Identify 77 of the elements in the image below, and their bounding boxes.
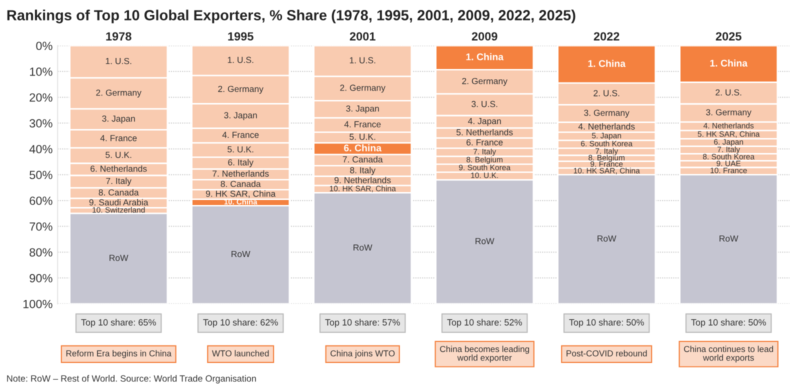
annotation: 9. HK SAR, China [206,190,276,198]
annotation: 4. France [100,135,137,142]
x-tick-label: 2001 [350,32,376,41]
annotation: 1. China [710,59,748,67]
annotation: 2. Germany [462,78,508,86]
text: Top 10 share: 62% [203,318,278,328]
annotation: 3. Germany [706,109,752,118]
text: Reform Era begins in China [66,350,172,358]
y-tick-label: 30% [30,119,52,128]
annotation: 5. Netherlands [456,128,513,136]
annotation: 8. Canada [98,189,139,196]
annotation: 5. U.K. [228,146,254,152]
annotation: 1. China [588,60,626,67]
annotation: 5. U.K. [350,134,376,140]
y-tick-label: 80% [30,248,52,257]
y-tick-label: 70% [30,222,52,231]
y-tick-label: 50% [30,170,52,180]
annotation: 1. China [466,53,504,60]
x-tick-label: 1995 [228,32,254,41]
text: Post-COVID rebound [566,350,647,356]
text: Top 10 share: 65% [81,318,156,328]
text: Top 10 share: 52% [447,318,522,328]
annotation: 8. Canada [220,180,261,188]
annotation: 2. Germany [218,86,264,94]
x-tick-label: 2025 [716,32,742,41]
y-tick-label: 20% [30,93,52,102]
annotation: 6. China [344,144,382,152]
annotation: RoW [232,250,250,258]
annotation: 2. U.S. [716,89,742,96]
annotation: 3. Germany [584,110,630,118]
annotation: RoW [720,236,738,242]
x-tick-label: 2022 [594,32,620,41]
annotation: 3. Japan [346,105,379,114]
annotation: 4. Netherlands [578,123,635,130]
y-tick-label: 0% [36,42,52,50]
annotation: 4. France [222,132,259,138]
annotation: 8. Italy [350,166,376,176]
annotation: 3. Japan [102,116,135,124]
y-tick-label: 90% [30,274,52,282]
text: Top 10 share: 50% [691,318,766,328]
text: Note: RoW – Rest of World. Source: World Trade Organisation [7,375,256,384]
annotation: 6. Netherlands [90,165,147,172]
annotation: RoW [598,236,616,242]
text: Top 10 share: 57% [325,318,400,328]
annotation: 3. U.S. [472,100,498,108]
annotation: 1. U.S. [106,58,132,64]
annotation: 4. Japan [468,118,501,126]
text: WTO launched [212,350,269,356]
annotation: 6. France [466,139,503,146]
chart-title: Rankings of Top 10 Global Exporters, % Share (1978, 1995, 2001, 2009, 2022, 2025) [7,10,576,24]
text: China becomes leading world exporter [440,346,530,362]
y-tick-label: 100% [23,300,52,308]
y-tick-label: 60% [30,196,52,205]
annotation: 1. U.S. [228,56,254,63]
x-tick-label: 2009 [472,32,498,41]
annotation: 1. U.S. [350,57,376,64]
x-tick-label: 1978 [106,32,132,41]
annotation: RoW [354,244,372,251]
annotation: 7. Canada [342,156,383,162]
annotation: 2. U.S. [594,90,620,96]
annotation: 7. Italy [106,178,132,186]
annotation: 5. U.K. [106,152,132,158]
annotation: 3. Japan [224,112,257,120]
text: China joins WTO [330,350,395,358]
text: Top 10 share: 50% [569,318,644,328]
y-tick-label: 10% [30,68,52,76]
annotation: 2. Germany [340,84,386,93]
text: China continues to lead world exports [684,346,774,362]
annotation: 7. Netherlands [212,170,269,177]
annotation: 9. Saudi Arabia [89,199,148,206]
annotation: 9. Netherlands [334,176,391,184]
annotation: 4. France [344,121,381,128]
annotation: RoW [110,254,128,261]
annotation: RoW [476,238,494,244]
annotation: 2. Germany [96,90,142,98]
y-tick-label: 40% [29,144,52,154]
annotation: 6. Italy [228,159,254,168]
